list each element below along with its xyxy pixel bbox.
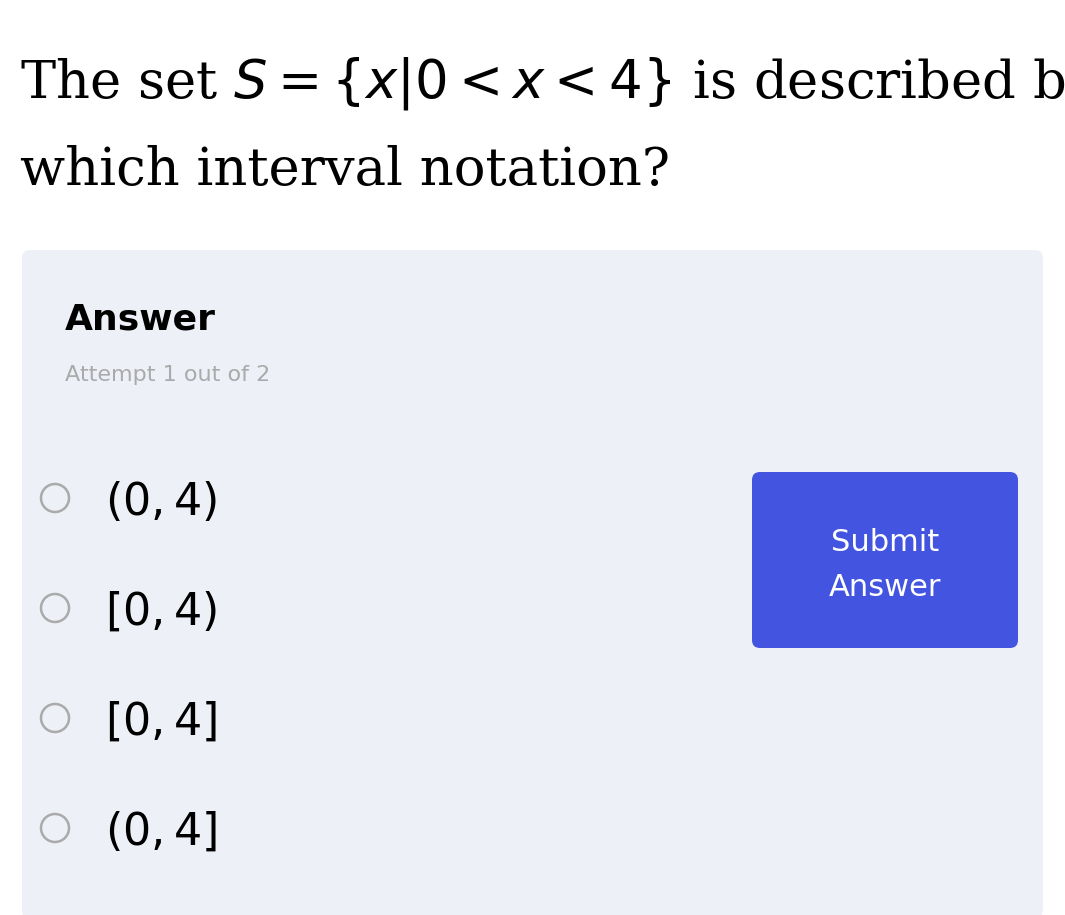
Text: $(0, 4]$: $(0, 4]$ bbox=[105, 810, 217, 854]
Text: $[0, 4]$: $[0, 4]$ bbox=[105, 700, 217, 744]
FancyBboxPatch shape bbox=[752, 472, 1018, 648]
Text: $(0, 4)$: $(0, 4)$ bbox=[105, 480, 217, 524]
Text: $[0, 4)$: $[0, 4)$ bbox=[105, 590, 217, 634]
Text: Submit: Submit bbox=[831, 528, 939, 557]
Text: Answer: Answer bbox=[829, 573, 941, 602]
FancyBboxPatch shape bbox=[22, 250, 1043, 915]
Text: Attempt 1 out of 2: Attempt 1 out of 2 bbox=[65, 365, 271, 385]
Text: The set $\mathit{S} = \{x|0 < x < 4\}$ is described by: The set $\mathit{S} = \{x|0 < x < 4\}$ i… bbox=[20, 55, 1065, 112]
Text: Answer: Answer bbox=[65, 303, 216, 337]
Text: which interval notation?: which interval notation? bbox=[20, 145, 670, 196]
